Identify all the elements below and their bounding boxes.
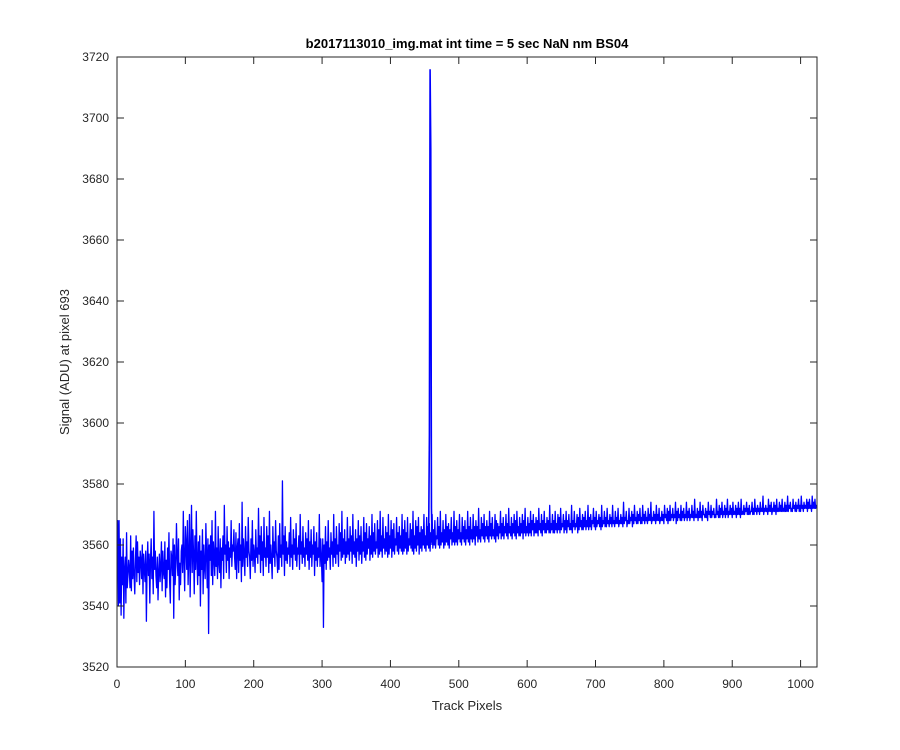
y-tick-label: 3640 — [82, 294, 109, 308]
x-tick-label: 100 — [175, 677, 195, 691]
chart-title: b2017113010_img.mat int time = 5 sec NaN… — [306, 36, 629, 51]
y-tick-label: 3600 — [82, 416, 109, 430]
y-tick-label: 3700 — [82, 111, 109, 125]
x-tick-label: 400 — [380, 677, 400, 691]
y-tick-label: 3620 — [82, 355, 109, 369]
y-tick-label: 3680 — [82, 172, 109, 186]
series-line-1 — [117, 480, 817, 635]
y-tick-label: 3540 — [82, 599, 109, 613]
x-tick-label: 200 — [244, 677, 264, 691]
x-tick-label: 900 — [722, 677, 742, 691]
x-tick-label: 300 — [312, 677, 332, 691]
y-tick-label: 3720 — [82, 50, 109, 64]
plot-area — [117, 57, 817, 667]
x-tick-label: 800 — [654, 677, 674, 691]
y-tick-label: 3660 — [82, 233, 109, 247]
axes-layer: 0 100 200 300 400 500 600 700 800 900 1000 3520 3540… — [82, 50, 818, 691]
series-spike — [427, 69, 433, 546]
y-tick-label: 3560 — [82, 538, 109, 552]
x-tick-label: 0 — [114, 677, 121, 691]
x-tick-label: 700 — [586, 677, 606, 691]
y-tick-label: 3520 — [82, 660, 109, 674]
x-axis-label: Track Pixels — [432, 698, 503, 713]
y-axis-label: Signal (ADU) at pixel 693 — [57, 289, 72, 435]
series-layer — [117, 69, 817, 635]
x-tick-label: 500 — [449, 677, 469, 691]
y-tick-label: 3580 — [82, 477, 109, 491]
x-tick-label: 1000 — [787, 677, 814, 691]
x-tick-label: 600 — [517, 677, 537, 691]
